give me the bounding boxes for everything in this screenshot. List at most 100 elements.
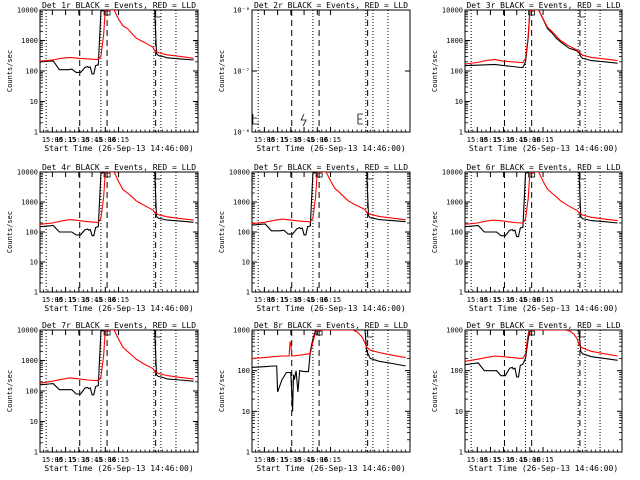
y-tick-label: 10000 <box>17 327 38 335</box>
x-tick-label: 15:45 <box>294 136 315 144</box>
flag-marker <box>579 173 585 180</box>
y-tick-label: 1 <box>34 449 38 457</box>
y-tick-label: 100 <box>25 229 38 237</box>
x-tick-label: 15:00 <box>467 296 488 304</box>
y-tick-label: 1 <box>459 449 463 457</box>
panel-title: Det 8r BLACK = Events, RED = LLD <box>254 321 408 330</box>
x-axis-label: Start Time (26-Sep-13 14:46:00) <box>44 464 193 473</box>
series-line-events <box>40 330 194 396</box>
flag-marker <box>579 331 585 338</box>
x-tick-label: 16:15 <box>533 136 554 144</box>
x-axis-label: Start Time (26-Sep-13 14:46:00) <box>256 304 405 313</box>
panel-4r: Det 4r BLACK = Events, RED = LLD 1 10 100 10… <box>6 163 199 313</box>
y-tick-label: 1 <box>246 289 250 297</box>
x-axis-label: Start Time (26-Sep-13 14:46:00) <box>44 304 193 313</box>
flag-marker <box>155 331 161 338</box>
x-tick-label: 16:15 <box>108 456 129 464</box>
x-tick-label: 15:45 <box>82 136 103 144</box>
x-tick-label: 16:15 <box>320 456 341 464</box>
y-tick-label: 10 <box>455 98 463 106</box>
x-tick-label: 15:30 <box>493 136 514 144</box>
flag-marker <box>103 10 111 16</box>
x-tick-label: 16:00 <box>95 296 116 304</box>
x-tick-label: 15:00 <box>42 456 63 464</box>
plot-frame <box>251 9 411 133</box>
panel-title: Det 3r BLACK = Events, RED = LLD <box>466 1 620 10</box>
y-axis-label: Counts/sec <box>431 370 439 412</box>
x-axis-label: Start Time (26-Sep-13 14:46:00) <box>469 464 618 473</box>
y-axis-label: Counts/sec <box>218 211 226 253</box>
y-tick-label: 10⁻⁷ <box>233 68 250 76</box>
x-tick-label: 16:15 <box>320 136 341 144</box>
y-tick-label: 100 <box>25 388 38 396</box>
flag-marker <box>155 173 161 180</box>
x-tick-label: 15:45 <box>82 456 103 464</box>
x-axis-label: Start Time (26-Sep-13 14:46:00) <box>44 144 193 153</box>
x-tick-label: 15:00 <box>42 136 63 144</box>
y-tick-label: 100 <box>450 229 463 237</box>
panel-6r: Det 6r BLACK = Events, RED = LLD 1 10 100 10… <box>431 163 623 313</box>
y-tick-label: 100 <box>237 367 250 375</box>
panel-title: Det 4r BLACK = Events, RED = LLD <box>42 163 196 172</box>
y-tick-label: 10 <box>242 259 250 267</box>
x-axis-label: Start Time (26-Sep-13 14:46:00) <box>256 144 405 153</box>
y-tick-label: 10 <box>30 418 38 426</box>
x-tick-label: 15:00 <box>254 296 275 304</box>
x-tick-label: 16:00 <box>95 456 116 464</box>
x-tick-label: 16:15 <box>533 456 554 464</box>
flag-marker <box>579 11 585 18</box>
panel-8r: Det 8r BLACK = Events, RED = LLD 1 10 100 10… <box>218 321 411 473</box>
flag-marker <box>252 114 259 125</box>
y-axis-label: Counts/sec <box>6 370 14 412</box>
x-tick-label: 15:00 <box>254 136 275 144</box>
x-tick-label: 15:45 <box>506 456 527 464</box>
flag-marker <box>155 11 161 18</box>
panel-5r: Det 5r BLACK = Events, RED = LLD 1 10 100 10… <box>218 163 411 313</box>
x-tick-label: 16:00 <box>307 296 328 304</box>
flag-marker <box>528 10 536 16</box>
y-axis-label: Counts/sec <box>6 211 14 253</box>
y-tick-label: 10 <box>30 98 38 106</box>
panel-1r: Det 1r BLACK = Events, RED = LLD 1 10 100 10… <box>6 1 199 153</box>
flag-marker <box>367 173 373 180</box>
flag-marker <box>315 330 323 336</box>
panel-7r: Det 7r BLACK = Events, RED = LLD 1 10 100 10… <box>6 321 199 473</box>
x-tick-label: 16:00 <box>95 136 116 144</box>
x-tick-label: 15:15 <box>55 296 76 304</box>
series-line-lld <box>252 172 406 225</box>
y-tick-label: 10 <box>242 408 250 416</box>
y-tick-label: 100 <box>237 229 250 237</box>
plot-frame <box>39 329 199 453</box>
x-axis-label: Start Time (26-Sep-13 14:46:00) <box>469 304 618 313</box>
x-tick-label: 15:15 <box>55 136 76 144</box>
x-axis-label: Start Time (26-Sep-13 14:46:00) <box>469 144 618 153</box>
x-tick-label: 15:00 <box>254 456 275 464</box>
series-line-lld <box>40 172 194 225</box>
series-line-events <box>465 172 618 238</box>
x-tick-label: 16:15 <box>108 296 129 304</box>
series-line-lld <box>465 172 618 225</box>
y-tick-label: 1000 <box>446 327 463 335</box>
y-tick-label: 1000 <box>21 357 38 365</box>
y-tick-label: 10 <box>455 408 463 416</box>
y-tick-label: 10 <box>30 259 38 267</box>
flag-marker <box>103 172 111 178</box>
y-tick-label: 1000 <box>21 199 38 207</box>
y-tick-label: 1000 <box>233 327 250 335</box>
x-tick-label: 15:45 <box>294 456 315 464</box>
x-axis-label: Start Time (26-Sep-13 14:46:00) <box>256 464 405 473</box>
panel-title: Det 9r BLACK = Events, RED = LLD <box>466 321 620 330</box>
y-tick-label: 10000 <box>442 169 463 177</box>
x-tick-label: 15:15 <box>480 136 501 144</box>
y-tick-label: 100 <box>450 68 463 76</box>
flag-marker <box>315 172 323 178</box>
y-tick-label: 1 <box>246 449 250 457</box>
y-tick-label: 1000 <box>446 37 463 45</box>
y-axis-label: Counts/sec <box>431 211 439 253</box>
y-tick-label: 10000 <box>17 169 38 177</box>
series-line-lld <box>465 10 618 65</box>
plot-frame <box>39 9 199 133</box>
x-tick-label: 15:00 <box>467 456 488 464</box>
x-tick-label: 16:00 <box>307 136 328 144</box>
x-tick-label: 16:00 <box>307 456 328 464</box>
